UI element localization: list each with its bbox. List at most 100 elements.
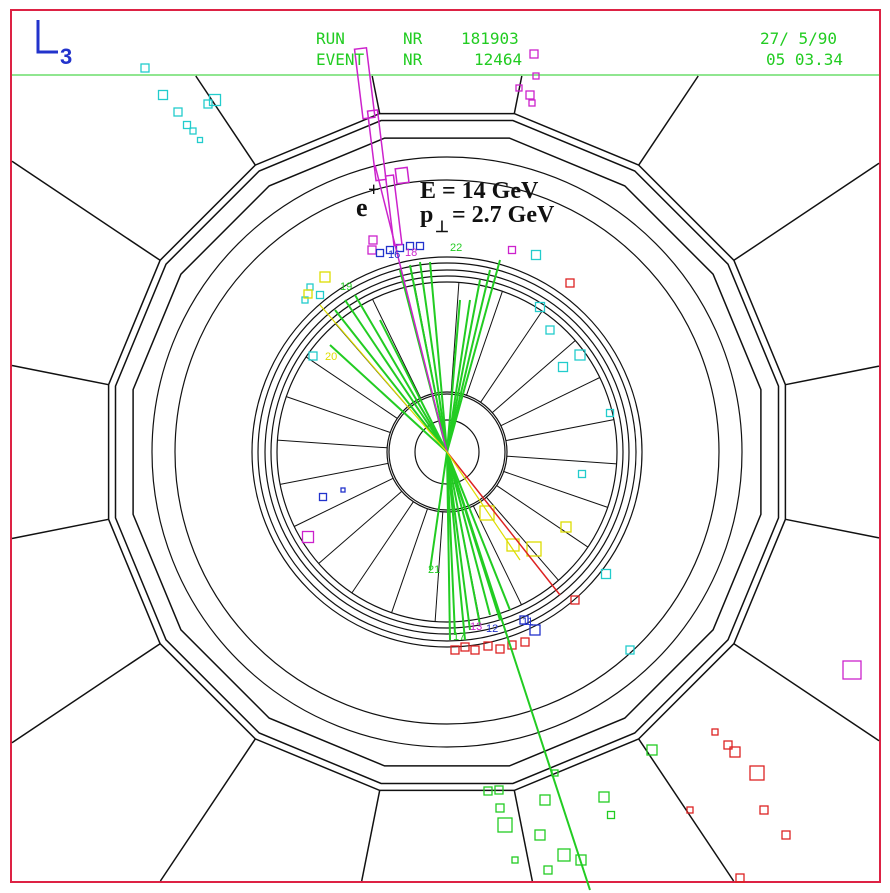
calorimeter-hit (525, 90, 535, 100)
muon-chamber-spoke (638, 75, 699, 166)
detector-ring (257, 262, 637, 642)
tracker-spoke (351, 501, 414, 594)
event-number: 12464 (474, 50, 522, 69)
calorimeter-hit (560, 521, 572, 533)
run-nr-label: NR (403, 29, 423, 48)
calorimeter-hit (375, 248, 385, 258)
particle-symbol: e (356, 193, 368, 222)
magnet-polygon (132, 137, 762, 767)
track-label: 11 (522, 616, 533, 628)
calorimeter-hit (543, 865, 553, 875)
calorimeter-hit (545, 325, 555, 335)
calorimeter-hit (196, 136, 204, 144)
muon-chamber-spoke (159, 738, 256, 882)
calorimeter-hit (189, 127, 197, 135)
calorimeter-hit (511, 856, 519, 864)
detector-ring (276, 281, 618, 623)
muon-chamber-spoke (371, 75, 381, 114)
calorimeter-hits (140, 49, 862, 883)
tracker-spoke (391, 508, 428, 613)
calorimeter-hit (385, 245, 395, 255)
calorimeter-hit (842, 660, 862, 680)
track-label: 20 (325, 351, 337, 363)
particle-track (409, 264, 448, 453)
yellow-track (446, 451, 521, 561)
particle-track (446, 299, 461, 453)
particle-charge: + (368, 179, 379, 201)
calorimeter-hit (759, 805, 769, 815)
electron-annotation: e + E = 14 GeV p ⊥ = 2.7 GeV (356, 178, 555, 236)
calorimeter-hit (598, 791, 610, 803)
tracker-spoke (318, 491, 403, 564)
calorimeter-hit (494, 785, 504, 795)
calorimeter-hit (600, 568, 612, 580)
red-track (446, 451, 561, 596)
particle-track (446, 269, 491, 453)
tracker-spoke (293, 477, 394, 527)
tracker-spoke (480, 310, 543, 403)
particle-track (446, 279, 481, 453)
particle-tracks (319, 46, 591, 891)
electron-tower (384, 174, 403, 247)
yellow-track (319, 304, 448, 453)
calorimeter-hit (483, 786, 493, 796)
calorimeter-hit (570, 595, 580, 605)
svg-text:3: 3 (60, 44, 72, 69)
calorimeter-hit (495, 644, 505, 654)
calorimeter-hit (686, 806, 694, 814)
particle-track (446, 451, 491, 616)
electron-tower (394, 166, 410, 185)
calorimeter-hit (729, 746, 741, 758)
track-label: 22 (450, 242, 462, 254)
calorimeter-hit (470, 645, 480, 655)
calorimeter-hit (577, 469, 587, 479)
calorimeter-hit (460, 642, 470, 652)
calorimeter-hit (534, 301, 546, 313)
tracker-spoke (280, 462, 389, 485)
tracker-spoke (506, 455, 617, 465)
electron-tower (366, 109, 387, 182)
calorimeter-hit (565, 278, 575, 288)
calorimeter-hit (173, 107, 183, 117)
run-number: 181903 (461, 29, 519, 48)
tracker-spoke (503, 471, 608, 508)
calorimeter-hit (483, 641, 493, 651)
calorimeter-hit (303, 289, 313, 299)
calorimeter-hit (368, 235, 378, 245)
event-label: EVENT (316, 50, 365, 69)
calorimeter-hit (495, 803, 505, 813)
calorimeter-hit (507, 245, 517, 255)
calorimeter-hit (606, 810, 616, 820)
calorimeter-hit (574, 349, 586, 361)
calorimeter-hit (182, 120, 192, 130)
muon-chamber-spoke (638, 738, 735, 882)
particle-track (446, 451, 591, 891)
calorimeter-hit (306, 283, 314, 291)
track-label: 19 (340, 281, 352, 293)
calorimeter-hit (308, 351, 318, 361)
muon-chamber-spoke (733, 162, 880, 261)
calorimeter-hit (479, 505, 495, 521)
calorimeter-hit (528, 99, 536, 107)
tracker-spoke (372, 298, 422, 399)
detector-ring (264, 269, 630, 635)
calorimeter-hit (646, 744, 658, 756)
pt-symbol: p (420, 202, 433, 228)
calorimeter-hit (497, 817, 513, 833)
detector-ring (251, 256, 643, 648)
track-labels: 22 16 18 19 20 21 17 12 11 13 (325, 242, 533, 643)
electron-track (374, 164, 448, 453)
particle-track (446, 451, 481, 626)
track-label: 18 (405, 247, 417, 259)
particle-track (429, 261, 448, 453)
particle-track (334, 309, 448, 453)
particle-track (446, 299, 471, 453)
calorimeter-hit (711, 728, 719, 736)
calorimeter-hit (532, 72, 540, 80)
tracker-spoke (450, 282, 460, 393)
particle-track (446, 451, 511, 611)
calorimeter-hit (405, 241, 415, 251)
calorimeter-hit (749, 765, 765, 781)
calorimeter-hit (529, 49, 539, 59)
calorimeter-hit (519, 615, 529, 625)
